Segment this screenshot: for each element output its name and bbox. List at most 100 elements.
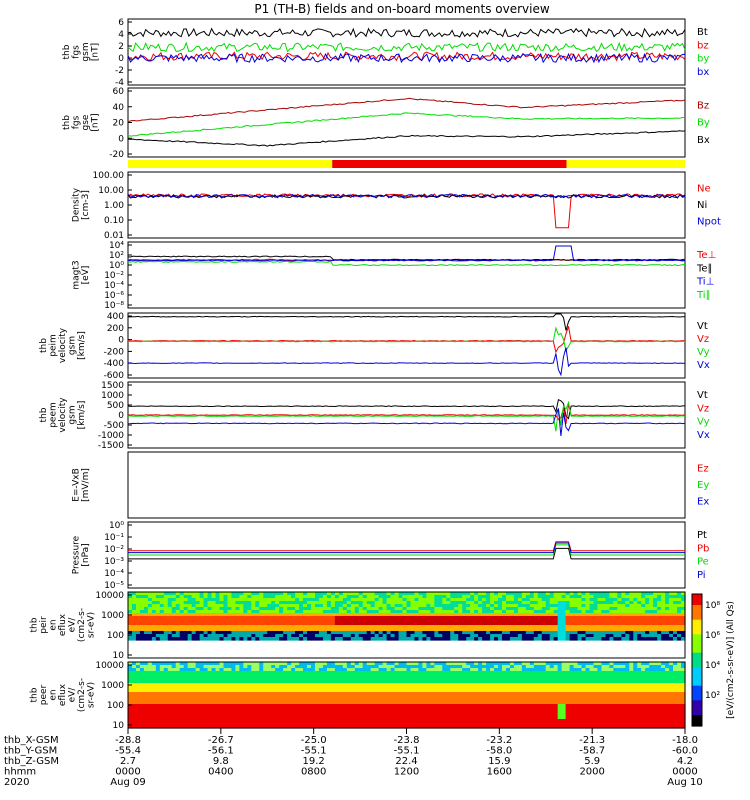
heat-cell: [239, 716, 244, 720]
heat-cell: [326, 716, 332, 720]
heat-cell: [311, 671, 316, 675]
heat-cell: [299, 725, 304, 729]
heat-cell: [227, 598, 233, 602]
heat-cell: [509, 722, 515, 726]
heat-cell: [406, 674, 412, 678]
heat-cell: [239, 607, 244, 611]
heat-cell: [581, 665, 587, 669]
heat-cell: [338, 680, 344, 684]
heat-cell: [386, 716, 392, 720]
heat-cell: [215, 622, 221, 626]
heat-cell: [135, 686, 141, 690]
heat-cell: [147, 704, 153, 708]
heat-cell: [613, 604, 618, 608]
heat-cell: [199, 592, 205, 596]
heat-cell: [267, 674, 272, 678]
heat-cell: [418, 683, 424, 687]
heat-cell: [179, 598, 185, 602]
heat-cell: [155, 668, 161, 672]
heat-cell: [215, 686, 221, 690]
y-label-line: [mV/m]: [81, 468, 91, 502]
heat-cell: [295, 665, 300, 669]
heat-cell: [354, 604, 360, 608]
heat-cell: [342, 716, 348, 720]
heat-cell: [271, 716, 276, 720]
heat-cell: [450, 686, 455, 690]
heat-cell: [255, 637, 260, 641]
heat-cell: [378, 622, 384, 626]
heat-cell: [498, 689, 503, 693]
heat-cell: [517, 689, 523, 693]
heat-cell: [541, 680, 547, 684]
heat-cell: [251, 613, 256, 617]
heat-cell: [183, 704, 189, 708]
heat-cell: [418, 671, 424, 675]
heat-cell: [259, 725, 264, 729]
y-label-line: eV/: [68, 687, 78, 703]
heat-cell: [207, 616, 213, 620]
heat-cell: [561, 665, 567, 669]
heat-cell: [474, 668, 479, 672]
y-tick-label: 2: [118, 42, 124, 52]
heat-cell: [350, 692, 356, 696]
heat-cell: [537, 722, 543, 726]
heat-cell: [374, 604, 380, 608]
heat-cell: [334, 722, 340, 726]
heat-cell: [609, 610, 614, 614]
heat-cell: [474, 616, 479, 620]
heat-cell: [378, 713, 384, 717]
heat-cell: [358, 613, 364, 617]
heat-cell: [203, 598, 209, 602]
heat-cell: [139, 704, 145, 708]
heat-cell: [585, 607, 591, 611]
heat-cell: [494, 592, 499, 596]
heat-cell: [279, 665, 284, 669]
heat-cell: [625, 598, 630, 602]
heat-cell: [354, 680, 360, 684]
heat-cell: [454, 689, 459, 693]
heat-cell: [609, 604, 614, 608]
heat-cell: [299, 710, 304, 714]
heat-cell: [442, 598, 447, 602]
heat-cell: [525, 662, 531, 666]
heat-cell: [545, 680, 551, 684]
heat-cell: [486, 616, 491, 620]
heat-cell: [350, 601, 356, 605]
heat-cell: [219, 631, 225, 635]
heat-cell: [490, 665, 495, 669]
heat-cell: [175, 613, 181, 617]
heat-cell: [394, 613, 400, 617]
heat-cell: [442, 634, 447, 638]
heat-cell: [474, 595, 479, 599]
heat-cell: [362, 613, 368, 617]
heat-cell: [517, 686, 523, 690]
heat-cell: [374, 725, 380, 729]
y-label-line: peim: [49, 334, 59, 357]
heat-cell: [593, 610, 599, 614]
heat-cell: [418, 631, 424, 635]
y-tick-label: -400: [104, 359, 125, 369]
heat-cell: [139, 725, 145, 729]
heat-cell: [207, 692, 213, 696]
heat-cell: [326, 719, 332, 723]
heat-cell: [657, 604, 662, 608]
heat-cell: [426, 631, 431, 635]
heat-cell: [338, 637, 344, 641]
heat-cell: [406, 692, 412, 696]
heat-cell: [295, 613, 300, 617]
heat-cell: [541, 598, 547, 602]
heat-cell: [227, 613, 233, 617]
heat-cell: [669, 598, 674, 602]
heat-cell: [569, 628, 575, 632]
heat-cell: [175, 725, 181, 729]
heat-cell: [378, 604, 384, 608]
heat-cell: [434, 680, 439, 684]
heat-cell: [203, 674, 209, 678]
heat-cell: [553, 713, 559, 717]
heat-cell: [231, 637, 237, 641]
heat-cell: [338, 698, 344, 702]
heat-cell: [311, 710, 316, 714]
heat-cell: [665, 619, 670, 623]
heat-cell: [398, 722, 404, 726]
heat-cell: [247, 598, 252, 602]
